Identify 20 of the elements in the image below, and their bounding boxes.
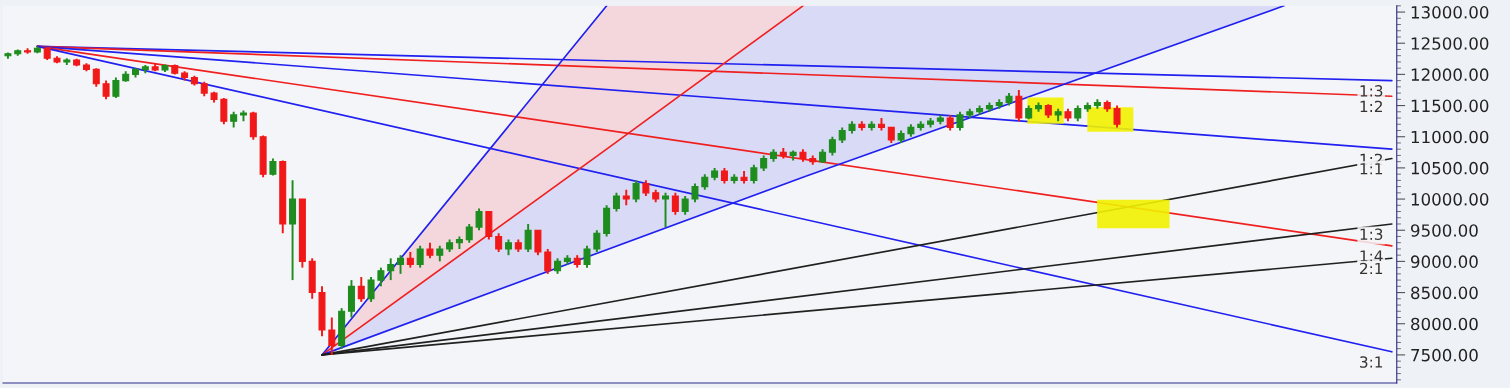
y-tick-label: 12000.00 (1411, 68, 1489, 81)
annotation: 1:4 (1360, 250, 1383, 262)
y-tick-label: 13000.00 (1411, 6, 1489, 19)
y-tick-label: 9500.00 (1410, 224, 1478, 237)
annotation: 1:3 (1360, 85, 1383, 97)
y-tick-label: 10000.00 (1411, 193, 1489, 206)
y-tick-label: 8000.00 (1411, 317, 1478, 331)
y-tick-label: 12500.00 (1411, 37, 1489, 50)
y-tick-label: 10500.00 (1411, 161, 1489, 175)
y-tick-label: 7500.00 (1411, 348, 1478, 362)
annotation: 1:3 (1360, 228, 1383, 240)
y-tick-label: 11500.00 (1411, 99, 1489, 113)
y-tick-label: 11000.00 (1411, 130, 1489, 144)
annotation: 1:2 (1360, 100, 1382, 112)
annotation: 2:1 (1360, 262, 1383, 275)
annotation: 3:1 (1360, 356, 1383, 368)
y-tick-label: 8500.00 (1411, 286, 1478, 300)
y-tick-label: 9000.00 (1410, 255, 1478, 268)
annotation: 1:1 (1360, 163, 1383, 175)
annotation: 1:2 (1360, 153, 1382, 165)
